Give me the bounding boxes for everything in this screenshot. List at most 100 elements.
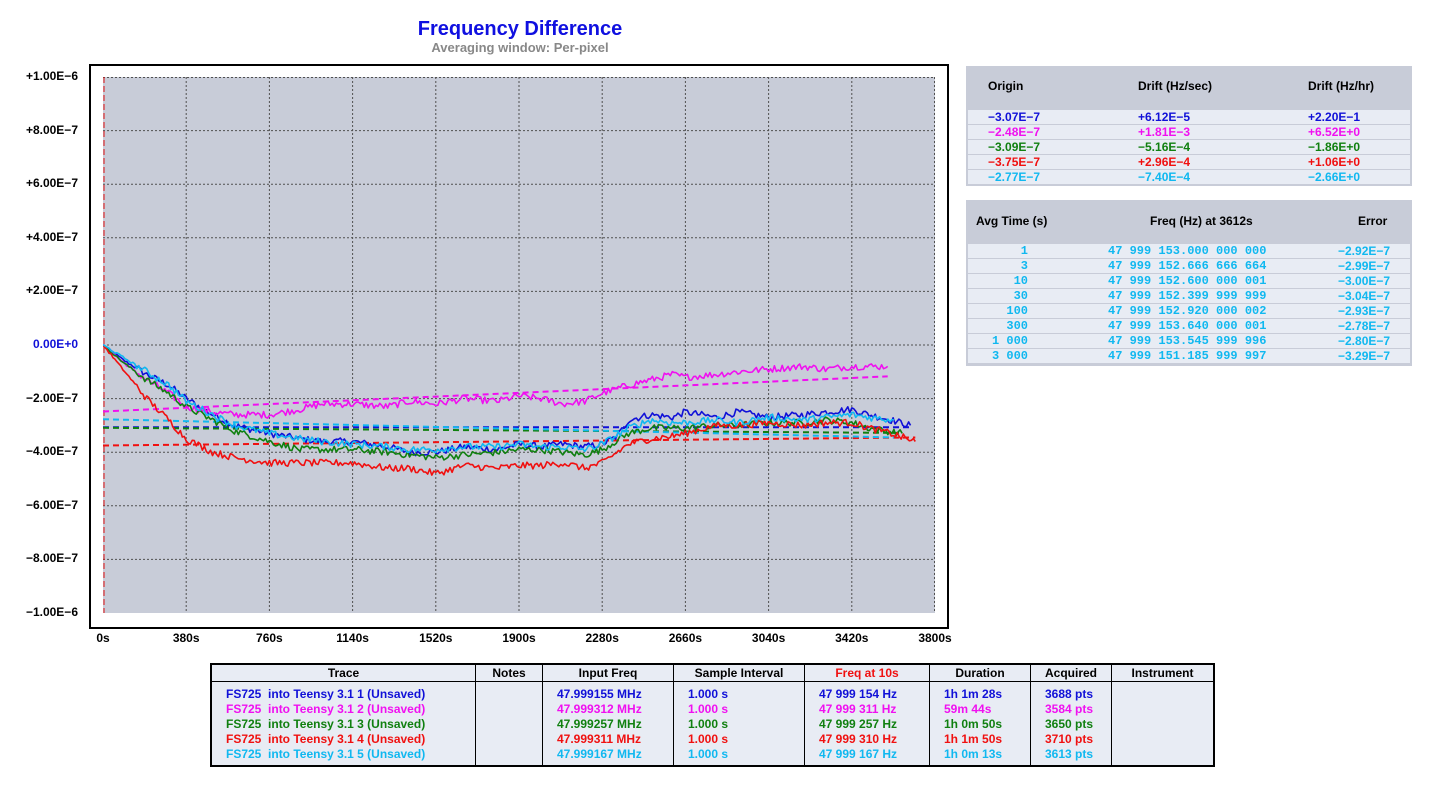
trace-cell-notes: [475, 686, 543, 701]
col-notes: Notes: [475, 663, 543, 682]
avg-row: 1 000 47 999 153.545 999 996 −2.80E−7: [968, 333, 1410, 348]
avg-freq-value: 47 999 153.640 000 001: [1108, 319, 1267, 333]
y-tick-label: −8.00E−7: [25, 551, 78, 566]
drift-row: −2.48E−7 +1.81E−3 +6.52E+0: [968, 124, 1410, 139]
trace-table-spacer: [210, 761, 1215, 766]
trace-cell-input: 47.999155 MHz: [542, 686, 674, 701]
spacer-cell: [1030, 761, 1112, 766]
trace-cell-instrument: [1111, 686, 1215, 701]
drift-hz-hr-value: −1.86E+0: [1308, 140, 1361, 154]
y-tick-label: −4.00E−7: [25, 444, 78, 459]
x-tick-label: 3420s: [835, 631, 869, 645]
avg-error-value: −2.80E−7: [1338, 334, 1391, 348]
drift-origin-value: −2.77E−7: [988, 170, 1041, 184]
series-line-4: [103, 344, 916, 476]
drift-hz-hr-value: +1.06E+0: [1308, 155, 1361, 169]
drift-row: −3.09E−7 −5.16E−4 −1.86E+0: [968, 139, 1410, 154]
trace-cell-duration: 59m 44s: [929, 701, 1031, 716]
avg-freq-value: 47 999 152.600 000 001: [1108, 274, 1267, 288]
trace-cell-acquired: 3710 pts: [1030, 731, 1112, 746]
drift-header-hz-hr: Drift (Hz/hr): [1308, 79, 1374, 93]
avg-error-value: −2.78E−7: [1338, 319, 1391, 333]
avg-time-value: 1: [1020, 244, 1028, 258]
trace-cell-freq10: 47 999 310 Hz: [804, 731, 930, 746]
trace-cell-notes: [475, 701, 543, 716]
trace-row[interactable]: FS725 into Teensy 3.1 2 (Unsaved) 47.9993…: [210, 701, 1215, 716]
x-tick-label: 3800s: [918, 631, 952, 645]
spacer-cell: [929, 761, 1031, 766]
trace-cell-input: 47.999257 MHz: [542, 716, 674, 731]
col-input-freq: Input Freq: [542, 663, 674, 682]
trace-cell-freq10: 47 999 311 Hz: [804, 701, 930, 716]
drift-origin-value: −2.48E−7: [988, 125, 1041, 139]
avg-panel: Avg Time (s) Freq (Hz) at 3612s Error 1 4…: [966, 200, 1412, 366]
trace-cell-trace: FS725 into Teensy 3.1 3 (Unsaved): [210, 716, 476, 731]
avg-freq-value: 47 999 152.920 000 002: [1108, 304, 1267, 318]
drift-hz-sec-value: −7.40E−4: [1138, 170, 1191, 184]
trace-cell-acquired: 3613 pts: [1030, 746, 1112, 761]
x-tick-label: 0s: [96, 631, 110, 645]
col-duration: Duration: [929, 663, 1031, 682]
avg-time-value: 30: [1013, 289, 1028, 303]
x-tick-label: 1900s: [502, 631, 536, 645]
trace-row[interactable]: FS725 into Teensy 3.1 5 (Unsaved) 47.9991…: [210, 746, 1215, 761]
trace-cell-input: 47.999312 MHz: [542, 701, 674, 716]
y-tick-label: +6.00E−7: [25, 176, 78, 191]
trace-cell-freq10: 47 999 167 Hz: [804, 746, 930, 761]
trace-table-body: FS725 into Teensy 3.1 1 (Unsaved) 47.9991…: [210, 681, 1215, 766]
trace-row[interactable]: FS725 into Teensy 3.1 1 (Unsaved) 47.9991…: [210, 686, 1215, 701]
trace-cell-acquired: 3650 pts: [1030, 716, 1112, 731]
drift-line: [103, 375, 888, 413]
avg-time-value: 10: [1013, 274, 1028, 288]
trace-cell-notes: [475, 731, 543, 746]
avg-error-value: −2.93E−7: [1338, 304, 1391, 318]
drift-origin-value: −3.09E−7: [988, 140, 1041, 154]
avg-time-value: 1 000: [991, 334, 1028, 348]
y-tick-label: +8.00E−7: [25, 122, 78, 137]
x-tick-label: 1520s: [419, 631, 453, 645]
trace-cell-trace: FS725 into Teensy 3.1 2 (Unsaved): [210, 701, 476, 716]
y-tick-label: −6.00E−7: [25, 497, 78, 512]
trace-cell-input: 47.999311 MHz: [542, 731, 674, 746]
drift-header-origin: Origin: [988, 79, 1024, 93]
trace-cell-instrument: [1111, 746, 1215, 761]
trace-table: Trace Notes Input Freq Sample Interval F…: [210, 663, 1215, 767]
trace-cell-notes: [475, 716, 543, 731]
chart-plot-area[interactable]: [103, 77, 935, 613]
drift-hz-hr-value: +2.20E−1: [1308, 110, 1361, 124]
trace-cell-duration: 1h 1m 28s: [929, 686, 1031, 701]
spacer-cell: [1111, 681, 1215, 686]
drift-header-hz-sec: Drift (Hz/sec): [1138, 79, 1213, 93]
drift-hz-hr-value: −2.66E+0: [1308, 170, 1361, 184]
drift-hz-hr-value: +6.52E+0: [1308, 125, 1361, 139]
drift-panel: Origin Drift (Hz/sec) Drift (Hz/hr) −3.0…: [966, 66, 1412, 186]
avg-row: 100 47 999 152.920 000 002 −2.93E−7: [968, 303, 1410, 318]
avg-row: 1 47 999 153.000 000 000 −2.92E−7: [968, 243, 1410, 258]
y-tick-label: +2.00E−7: [25, 283, 78, 298]
x-tick-label: 3040s: [751, 631, 786, 645]
trace-row[interactable]: FS725 into Teensy 3.1 3 (Unsaved) 47.9992…: [210, 716, 1215, 731]
avg-time-value: 100: [1006, 304, 1028, 318]
trace-cell-freq10: 47 999 257 Hz: [804, 716, 930, 731]
y-tick-label: −1.00E−6: [25, 605, 78, 619]
col-trace: Trace: [210, 663, 476, 682]
series-line-2: [103, 343, 889, 419]
trace-table-spacer: [210, 681, 1215, 686]
trace-cell-freq10: 47 999 154 Hz: [804, 686, 930, 701]
avg-freq-value: 47 999 153.545 999 996: [1108, 334, 1267, 348]
avg-freq-value: 47 999 151.185 999 997: [1108, 349, 1267, 363]
avg-error-value: −3.29E−7: [1338, 349, 1391, 363]
drift-origin-value: −3.07E−7: [988, 110, 1041, 124]
drift-hz-sec-value: +2.96E−4: [1138, 155, 1191, 169]
trace-cell-interval: 1.000 s: [673, 701, 805, 716]
x-tick-label: 1140s: [336, 631, 369, 645]
spacer-cell: [210, 761, 476, 766]
trace-cell-trace: FS725 into Teensy 3.1 1 (Unsaved): [210, 686, 476, 701]
col-instrument: Instrument: [1111, 663, 1215, 682]
avg-error-value: −2.92E−7: [1338, 244, 1391, 258]
chart-subtitle: Averaging window: Per-pixel: [431, 40, 609, 55]
trace-cell-duration: 1h 0m 13s: [929, 746, 1031, 761]
trace-row[interactable]: FS725 into Teensy 3.1 4 (Unsaved) 47.9993…: [210, 731, 1215, 746]
avg-freq-value: 47 999 152.399 999 999: [1108, 289, 1267, 303]
x-tick-label: 2660s: [668, 631, 703, 645]
